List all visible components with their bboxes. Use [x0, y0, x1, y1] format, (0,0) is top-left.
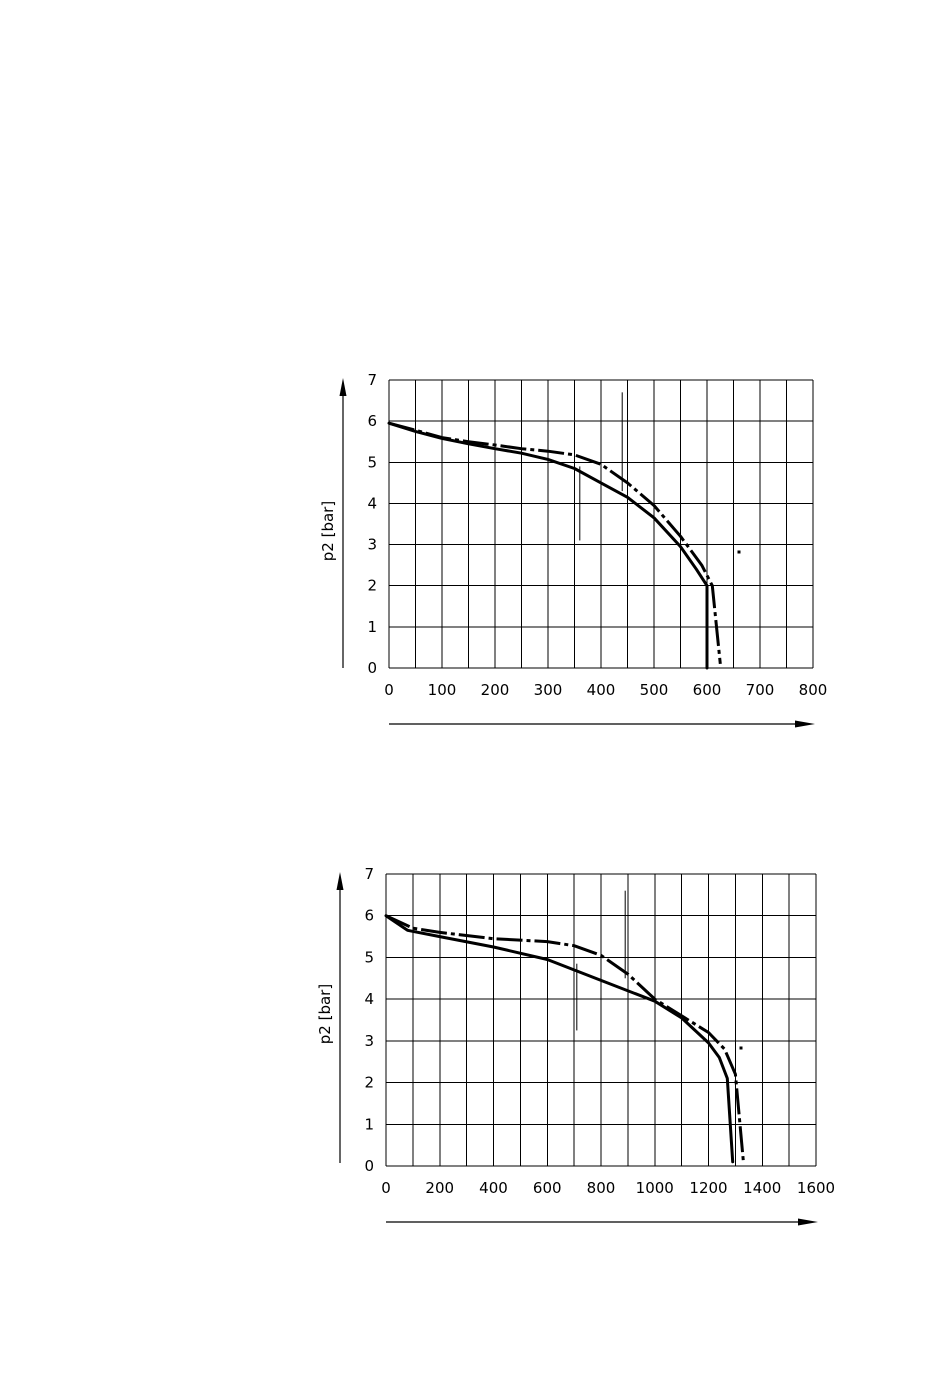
x-axis-arrowhead [798, 1218, 818, 1226]
x-tick-label: 600 [533, 1179, 562, 1197]
dot-mark [739, 1046, 743, 1050]
y-tick-label: 7 [367, 371, 377, 389]
x-tick-label: 1000 [636, 1179, 674, 1197]
y-tick-label: 0 [367, 659, 377, 677]
y-tick-label: 5 [364, 948, 374, 966]
series-line-dash-dot [385, 914, 745, 1162]
chart-bottom: 0 1 2 3 4 5 6 7 0 200 400 600 800 1000 1200 1400 1600 p2 … [316, 865, 835, 1226]
y-tick-label: 2 [364, 1074, 374, 1092]
y-tick-label: 2 [367, 577, 377, 595]
x-tick-label: 300 [534, 681, 563, 699]
y-tick-label: 4 [364, 990, 374, 1008]
y-tick-label: 3 [364, 1032, 374, 1050]
dot-mark [737, 550, 741, 554]
x-tick-label: 700 [746, 681, 775, 699]
y-tick-label: 0 [364, 1157, 374, 1175]
y-axis-arrowhead [339, 378, 347, 396]
x-tick-label: 1200 [689, 1179, 727, 1197]
y-tick-label: 5 [367, 453, 377, 471]
y-tick-label: 3 [367, 536, 377, 554]
y-tick-label: 7 [364, 865, 374, 883]
y-tick-label: 6 [367, 412, 377, 430]
x-tick-label: 200 [425, 1179, 454, 1197]
y-axis-label: p2 [bar] [316, 984, 334, 1044]
x-tick-label: 1400 [743, 1179, 781, 1197]
series-line-solid [384, 914, 735, 1164]
x-tick-label: 800 [587, 1179, 616, 1197]
x-tick-label: 1600 [797, 1179, 835, 1197]
x-tick-label: 400 [587, 681, 616, 699]
x-tick-label: 400 [479, 1179, 508, 1197]
series-line-dash-dot [388, 421, 722, 665]
series-line-solid [387, 421, 709, 670]
y-tick-label: 1 [367, 618, 377, 636]
y-axis-label: p2 [bar] [319, 501, 337, 561]
y-tick-label: 4 [367, 494, 377, 512]
y-axis-arrowhead [336, 872, 344, 890]
x-tick-label: 600 [693, 681, 722, 699]
x-axis-arrowhead [795, 720, 815, 728]
x-tick-label: 100 [428, 681, 457, 699]
x-tick-label: 500 [640, 681, 669, 699]
x-tick-label: 200 [481, 681, 510, 699]
x-tick-label: 0 [384, 681, 394, 699]
x-tick-label: 800 [799, 681, 828, 699]
x-tick-label: 0 [381, 1179, 391, 1197]
y-tick-label: 6 [364, 907, 374, 925]
y-tick-label: 1 [364, 1115, 374, 1133]
chart-top: 0 1 2 3 4 5 6 7 0 100 200 300 400 500 600 700 800 p2 [bar… [319, 371, 827, 728]
